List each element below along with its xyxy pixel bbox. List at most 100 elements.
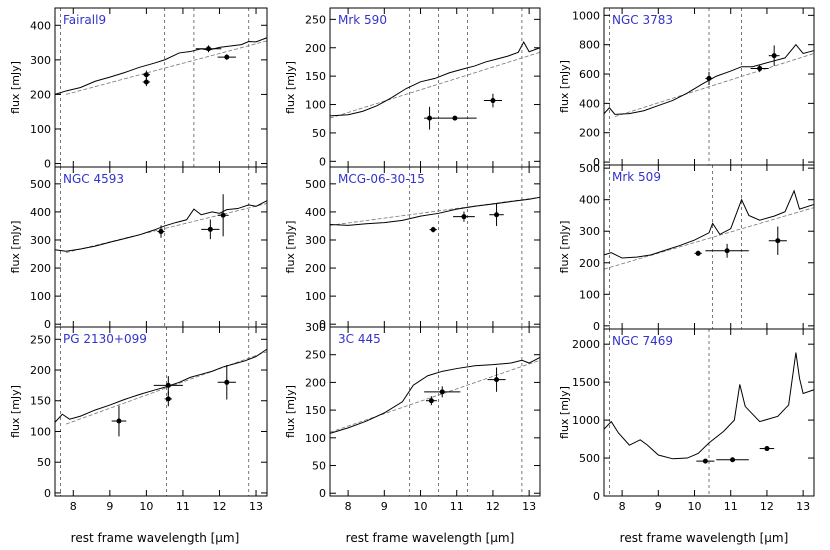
- y-tick-label: 300: [579, 225, 600, 238]
- y-axis-label: flux [mJy]: [284, 221, 297, 274]
- continuum-line: [614, 53, 815, 117]
- y-tick-label: 400: [579, 97, 600, 110]
- panel-frame: [329, 7, 541, 168]
- y-tick-label: 100: [305, 432, 326, 445]
- y-tick-label: 400: [305, 206, 326, 219]
- object-name: Fairall9: [63, 13, 106, 27]
- panel-pg-2130-099: 8 9 10 11 12 13 0 50 100 150 200 250 flux [mJy] PG 21…: [9, 326, 268, 513]
- y-axis-label: flux [mJy]: [558, 60, 571, 113]
- y-tick-label: 150: [305, 70, 326, 83]
- y-tick-label: 800: [579, 39, 600, 52]
- y-tick-label: 400: [30, 19, 51, 32]
- y-tick-label: 500: [305, 178, 326, 191]
- continuum-line: [329, 359, 541, 433]
- x-tick-label: 11: [450, 500, 464, 513]
- x-axis-label: rest frame wavelength [μm]: [71, 531, 240, 545]
- object-name: Mrk 590: [338, 13, 387, 27]
- panel-frame: [54, 326, 268, 497]
- panel-3c-445: 8 9 10 11 12 13 0 50 100 150 200 250 300 flux [mJy] 3C…: [284, 321, 541, 513]
- data-point: [165, 382, 171, 388]
- object-name: NGC 4593: [63, 172, 124, 186]
- y-tick-label: 1500: [572, 376, 600, 389]
- spectrum-line: [54, 348, 268, 423]
- continuum-line: [65, 40, 268, 95]
- object-name: Mrk 509: [612, 170, 661, 184]
- x-axis-label: rest frame wavelength [μm]: [620, 531, 789, 545]
- y-tick-label: 100: [30, 425, 51, 438]
- data-point: [224, 379, 230, 385]
- y-tick-label: 150: [305, 404, 326, 417]
- data-point: [775, 238, 781, 244]
- data-point: [116, 418, 122, 424]
- y-tick-label: 200: [305, 262, 326, 275]
- data-point: [494, 377, 500, 383]
- panel-ngc-4593: 0 100 200 300 400 500 flux [mJy] NGC 4593: [9, 166, 268, 331]
- spectrum-line: [54, 200, 268, 252]
- data-point: [206, 46, 212, 52]
- panel-mrk-590: 0 50 100 150 200 250 flux [mJy] Mrk 590: [284, 7, 541, 168]
- panel-frame: [54, 7, 268, 168]
- data-point: [706, 75, 712, 81]
- y-tick-label: 300: [30, 54, 51, 67]
- y-tick-label: 500: [579, 162, 600, 175]
- y-tick-label: 1000: [572, 9, 600, 22]
- x-tick-label: 8: [345, 500, 352, 513]
- y-axis-label: flux [mJy]: [9, 61, 22, 114]
- data-point: [757, 65, 763, 71]
- x-tick-label: 8: [619, 500, 626, 513]
- y-tick-label: 300: [30, 234, 51, 247]
- x-tick-label: 9: [655, 500, 662, 513]
- panel-ngc-7469: 8 9 10 11 12 13 0 500 1000 1500 2000 flux [mJy] NGC …: [558, 328, 815, 513]
- y-tick-label: 100: [305, 290, 326, 303]
- spectrum-line: [329, 41, 541, 117]
- data-point: [158, 229, 164, 235]
- panel-frame: [603, 164, 815, 330]
- data-point: [490, 98, 496, 104]
- y-tick-label: 150: [30, 395, 51, 408]
- spectrum-line: [329, 196, 541, 226]
- y-axis-label: flux [mJy]: [284, 385, 297, 438]
- data-point: [165, 396, 171, 402]
- data-point: [427, 115, 433, 121]
- object-name: PG 2130+099: [63, 332, 147, 346]
- data-point: [224, 54, 230, 60]
- y-tick-label: 400: [30, 206, 51, 219]
- spectrum-line: [54, 37, 268, 95]
- data-point: [724, 248, 730, 254]
- panel-mrk-509: 0 100 200 300 400 500 flux [mJy] Mrk 509: [558, 162, 815, 333]
- data-point: [730, 457, 736, 463]
- y-tick-label: 0: [593, 156, 600, 169]
- x-tick-label: 8: [70, 500, 77, 513]
- y-tick-label: 0: [44, 318, 51, 331]
- spectrum-line: [603, 189, 815, 259]
- y-tick-label: 2000: [572, 338, 600, 351]
- data-point: [461, 214, 467, 220]
- data-point: [143, 79, 149, 85]
- data-point: [430, 227, 436, 233]
- y-tick-label: 400: [579, 194, 600, 207]
- y-tick-label: 1000: [572, 414, 600, 427]
- y-tick-label: 200: [30, 364, 51, 377]
- y-tick-label: 0: [593, 490, 600, 503]
- object-name: 3C 445: [338, 332, 381, 346]
- y-tick-label: 200: [30, 262, 51, 275]
- x-tick-label: 13: [522, 500, 536, 513]
- y-tick-label: 100: [30, 290, 51, 303]
- x-tick-label: 11: [724, 500, 738, 513]
- y-tick-label: 0: [44, 487, 51, 500]
- y-tick-label: 0: [319, 487, 326, 500]
- object-name: MCG-06-30-15: [338, 172, 425, 186]
- x-axis-label: rest frame wavelength [μm]: [346, 531, 515, 545]
- spectrum-line: [329, 357, 541, 434]
- x-tick-label: 12: [486, 500, 500, 513]
- data-point: [702, 458, 708, 464]
- y-tick-label: 500: [30, 178, 51, 191]
- panel-mcg-06-30-15: 0 100 200 300 400 500 flux [mJy] MCG-06-30-15: [284, 166, 541, 331]
- data-point: [439, 389, 445, 395]
- y-axis-label: flux [mJy]: [558, 221, 571, 274]
- x-tick-label: 10: [139, 500, 153, 513]
- y-tick-label: 250: [30, 333, 51, 346]
- data-point: [764, 446, 770, 452]
- spectrum-line: [603, 352, 815, 460]
- panel-frame: [54, 166, 268, 328]
